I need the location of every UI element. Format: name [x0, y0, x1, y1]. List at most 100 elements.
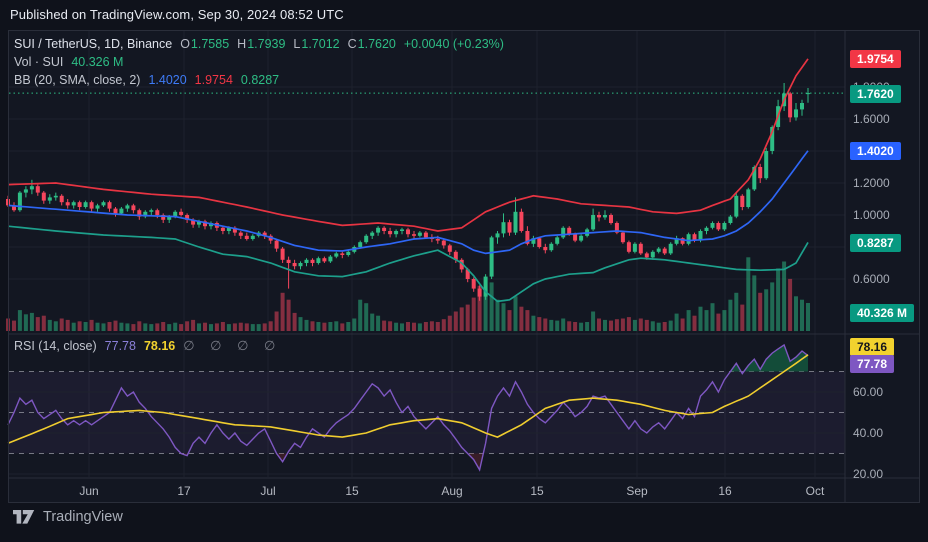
price-axis-badge-green: 0.8287	[850, 234, 901, 252]
candle-body	[453, 251, 458, 260]
candle-body	[346, 251, 351, 255]
candle-body	[770, 127, 775, 151]
candle-body	[489, 237, 494, 277]
footer-brand[interactable]: TradingView	[13, 509, 123, 525]
candle-body	[173, 211, 178, 217]
volume-bar	[674, 313, 679, 331]
volume-bar	[710, 303, 715, 331]
volume-bar	[614, 319, 619, 331]
candle-body	[662, 248, 667, 254]
volume-bar	[591, 311, 596, 331]
volume-bar	[370, 313, 375, 331]
candle-body	[286, 259, 291, 263]
candle-body	[549, 243, 554, 251]
volume-bar	[740, 304, 745, 331]
candle-body	[274, 240, 279, 249]
candle-body	[764, 151, 769, 179]
candle-body	[17, 192, 22, 211]
change-value: +0.0040 (+0.23%)	[403, 37, 504, 51]
volume-bar	[47, 319, 52, 331]
candle-body	[29, 186, 34, 190]
volume-bar	[262, 323, 267, 331]
candle-body	[185, 215, 190, 220]
volume-bar	[770, 282, 775, 331]
candle-body	[650, 251, 655, 258]
candle-body	[806, 93, 810, 95]
candle-body	[710, 223, 715, 228]
volume-bar	[603, 319, 607, 331]
rsi-ma-line	[7, 354, 809, 445]
volume-bar	[203, 322, 207, 331]
volume-bar	[567, 321, 572, 331]
candle-body	[47, 197, 52, 201]
bb-label: BB (20, SMA, close, 2)	[14, 73, 141, 87]
time-tick-label: 16	[718, 484, 732, 498]
volume-bar	[292, 312, 297, 331]
volume-bar	[573, 322, 578, 331]
time-tick-label: Oct	[805, 484, 825, 498]
volume-bar	[471, 297, 476, 331]
candle-body	[59, 195, 64, 203]
volume-bar	[519, 306, 524, 331]
candle-body	[412, 234, 416, 236]
volume-bar	[447, 315, 452, 331]
candle-body	[459, 259, 464, 270]
volume-bar	[137, 321, 142, 331]
candle-body	[543, 247, 548, 251]
volume-bar	[107, 322, 112, 331]
bb-upper-line	[7, 58, 809, 232]
candle-body	[95, 205, 100, 209]
volume-bar	[441, 319, 446, 331]
volume-bar	[89, 319, 94, 331]
symbol-title[interactable]: SUI / TetherUS, 1D, Binance	[14, 37, 173, 51]
brand-name: TradingView	[43, 509, 123, 525]
candle-body	[113, 208, 118, 214]
volume-bar	[429, 321, 434, 331]
price-axis-badge-green: 40.326 M	[850, 304, 915, 322]
candle-body	[161, 215, 166, 220]
volume-bar	[716, 313, 721, 331]
rsi-ma-value: 78.16	[143, 339, 176, 353]
candle-body	[495, 233, 500, 238]
candle-body	[603, 215, 607, 218]
volume-bar	[119, 322, 124, 331]
volume-bar	[77, 321, 82, 331]
high-value: 1.7939	[247, 37, 286, 51]
candle-body	[680, 238, 685, 244]
close-label: C	[347, 37, 357, 51]
rsi-overbought-fill	[730, 344, 808, 372]
volume-bar	[597, 318, 601, 331]
volume-bar	[477, 285, 482, 331]
volume-bar	[638, 318, 643, 331]
candle-body	[400, 229, 404, 231]
volume-bar	[113, 320, 118, 331]
volume-bar	[209, 324, 213, 331]
candle-body	[226, 227, 231, 231]
volume-bar	[346, 322, 351, 331]
volume-bar	[71, 322, 76, 331]
candle-body	[591, 215, 596, 230]
volume-bar	[800, 299, 804, 331]
candle-body	[746, 189, 751, 207]
volume-bar	[161, 322, 166, 331]
candle-body	[143, 211, 148, 217]
candle-body	[220, 227, 225, 231]
candle-body	[328, 256, 333, 262]
candle-body	[507, 222, 512, 233]
volume-bar	[101, 323, 106, 331]
ohlc-high: H 1.7939	[237, 37, 285, 51]
volume-bar	[435, 322, 440, 331]
volume-bar	[400, 323, 404, 331]
volume-bar	[776, 268, 781, 331]
volume-bar	[764, 289, 769, 331]
candle-body	[716, 223, 721, 230]
high-label: H	[237, 37, 247, 51]
candle-body	[614, 223, 619, 233]
volume-bar	[268, 321, 273, 331]
volume-bar	[232, 323, 237, 331]
volume-bar	[298, 317, 303, 331]
volume-bar	[537, 317, 542, 331]
volume-bar	[226, 324, 231, 331]
candle-body	[537, 238, 542, 247]
